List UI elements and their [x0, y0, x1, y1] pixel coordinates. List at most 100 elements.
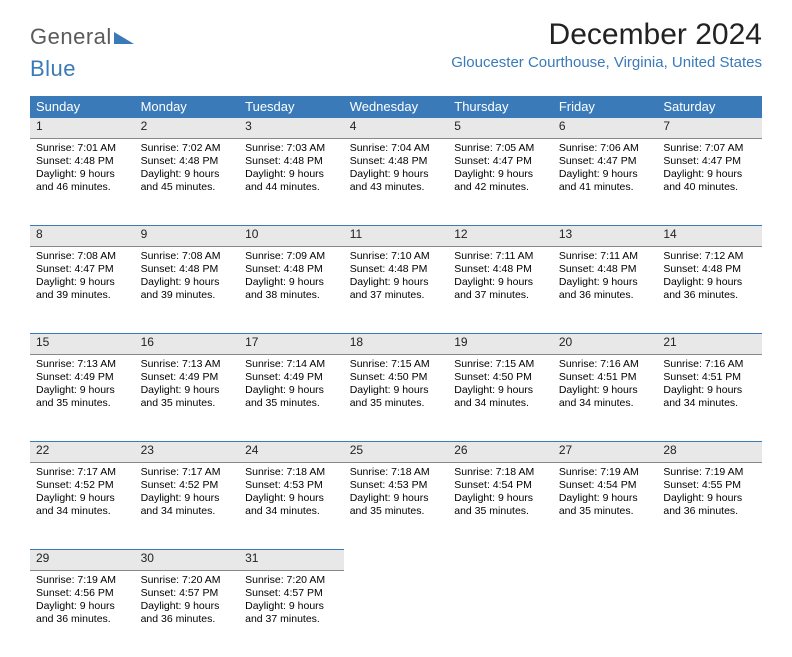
weekday-header: Wednesday: [344, 96, 449, 118]
sunrise-line: Sunrise: 7:11 AM: [559, 250, 652, 263]
sunrise-line: Sunrise: 7:18 AM: [454, 466, 547, 479]
sunset-line: Sunset: 4:48 PM: [350, 155, 443, 168]
day-cell: Sunrise: 7:09 AMSunset: 4:48 PMDaylight:…: [239, 247, 344, 334]
location-subtitle: Gloucester Courthouse, Virginia, United …: [451, 54, 762, 71]
daylight-line: Daylight: 9 hours and 34 minutes.: [245, 492, 338, 518]
daylight-line: Daylight: 9 hours and 35 minutes.: [245, 384, 338, 410]
sunrise-line: Sunrise: 7:15 AM: [350, 358, 443, 371]
day-number-cell: 19: [448, 334, 553, 355]
sunset-line: Sunset: 4:48 PM: [350, 263, 443, 276]
day-number-cell: 8: [30, 226, 135, 247]
day-number-cell: [344, 550, 449, 571]
day-cell: Sunrise: 7:11 AMSunset: 4:48 PMDaylight:…: [553, 247, 658, 334]
day-number-cell: [657, 550, 762, 571]
daylight-line: Daylight: 9 hours and 35 minutes.: [350, 384, 443, 410]
sunset-line: Sunset: 4:57 PM: [245, 587, 338, 600]
day-cell: Sunrise: 7:08 AMSunset: 4:48 PMDaylight:…: [135, 247, 240, 334]
day-number-cell: 1: [30, 118, 135, 139]
day-number-row: 293031: [30, 550, 762, 571]
day-number-cell: 4: [344, 118, 449, 139]
sunrise-line: Sunrise: 7:20 AM: [245, 574, 338, 587]
sunrise-line: Sunrise: 7:07 AM: [663, 142, 756, 155]
daylight-line: Daylight: 9 hours and 37 minutes.: [350, 276, 443, 302]
sunset-line: Sunset: 4:56 PM: [36, 587, 129, 600]
day-cell: [344, 571, 449, 657]
day-number-cell: 15: [30, 334, 135, 355]
day-number-cell: 18: [344, 334, 449, 355]
day-details: Sunrise: 7:01 AMSunset: 4:48 PMDaylight:…: [30, 139, 135, 201]
day-details: Sunrise: 7:07 AMSunset: 4:47 PMDaylight:…: [657, 139, 762, 201]
day-cell: Sunrise: 7:19 AMSunset: 4:55 PMDaylight:…: [657, 463, 762, 550]
day-content-row: Sunrise: 7:08 AMSunset: 4:47 PMDaylight:…: [30, 247, 762, 334]
day-number-row: 1234567: [30, 118, 762, 139]
daylight-line: Daylight: 9 hours and 36 minutes.: [36, 600, 129, 626]
day-content-row: Sunrise: 7:19 AMSunset: 4:56 PMDaylight:…: [30, 571, 762, 657]
day-number-cell: 14: [657, 226, 762, 247]
sunrise-line: Sunrise: 7:16 AM: [663, 358, 756, 371]
day-number-row: 15161718192021: [30, 334, 762, 355]
day-cell: [448, 571, 553, 657]
sunrise-line: Sunrise: 7:14 AM: [245, 358, 338, 371]
sunrise-line: Sunrise: 7:16 AM: [559, 358, 652, 371]
sunset-line: Sunset: 4:48 PM: [454, 263, 547, 276]
sunset-line: Sunset: 4:50 PM: [350, 371, 443, 384]
day-number-cell: 16: [135, 334, 240, 355]
day-content-row: Sunrise: 7:13 AMSunset: 4:49 PMDaylight:…: [30, 355, 762, 442]
daylight-line: Daylight: 9 hours and 34 minutes.: [559, 384, 652, 410]
sunset-line: Sunset: 4:55 PM: [663, 479, 756, 492]
day-cell: Sunrise: 7:10 AMSunset: 4:48 PMDaylight:…: [344, 247, 449, 334]
sunset-line: Sunset: 4:48 PM: [36, 155, 129, 168]
daylight-line: Daylight: 9 hours and 35 minutes.: [36, 384, 129, 410]
day-number-cell: [448, 550, 553, 571]
sunset-line: Sunset: 4:57 PM: [141, 587, 234, 600]
daylight-line: Daylight: 9 hours and 34 minutes.: [36, 492, 129, 518]
daylight-line: Daylight: 9 hours and 35 minutes.: [559, 492, 652, 518]
day-cell: Sunrise: 7:17 AMSunset: 4:52 PMDaylight:…: [30, 463, 135, 550]
day-details: Sunrise: 7:13 AMSunset: 4:49 PMDaylight:…: [30, 355, 135, 417]
day-number-cell: [553, 550, 658, 571]
daylight-line: Daylight: 9 hours and 37 minutes.: [245, 600, 338, 626]
day-cell: Sunrise: 7:15 AMSunset: 4:50 PMDaylight:…: [344, 355, 449, 442]
brand-general: General: [30, 24, 112, 49]
sunrise-line: Sunrise: 7:03 AM: [245, 142, 338, 155]
sunset-line: Sunset: 4:48 PM: [245, 263, 338, 276]
day-details: Sunrise: 7:09 AMSunset: 4:48 PMDaylight:…: [239, 247, 344, 309]
day-number-cell: 9: [135, 226, 240, 247]
sunrise-line: Sunrise: 7:06 AM: [559, 142, 652, 155]
day-number-cell: 12: [448, 226, 553, 247]
day-details: Sunrise: 7:20 AMSunset: 4:57 PMDaylight:…: [135, 571, 240, 633]
day-details: Sunrise: 7:11 AMSunset: 4:48 PMDaylight:…: [553, 247, 658, 309]
day-cell: Sunrise: 7:20 AMSunset: 4:57 PMDaylight:…: [135, 571, 240, 657]
sunrise-line: Sunrise: 7:17 AM: [36, 466, 129, 479]
daylight-line: Daylight: 9 hours and 44 minutes.: [245, 168, 338, 194]
day-cell: Sunrise: 7:05 AMSunset: 4:47 PMDaylight:…: [448, 139, 553, 226]
daylight-line: Daylight: 9 hours and 37 minutes.: [454, 276, 547, 302]
brand-blue: Blue: [30, 56, 76, 81]
brand-logo: General Blue: [30, 24, 134, 90]
daylight-line: Daylight: 9 hours and 42 minutes.: [454, 168, 547, 194]
sunrise-line: Sunrise: 7:19 AM: [36, 574, 129, 587]
day-details: Sunrise: 7:02 AMSunset: 4:48 PMDaylight:…: [135, 139, 240, 201]
sunset-line: Sunset: 4:53 PM: [350, 479, 443, 492]
day-number-row: 22232425262728: [30, 442, 762, 463]
sunrise-line: Sunrise: 7:08 AM: [141, 250, 234, 263]
day-number-cell: 2: [135, 118, 240, 139]
calendar-table: Sunday Monday Tuesday Wednesday Thursday…: [30, 96, 762, 657]
day-number-cell: 17: [239, 334, 344, 355]
sunrise-line: Sunrise: 7:01 AM: [36, 142, 129, 155]
sunset-line: Sunset: 4:48 PM: [559, 263, 652, 276]
daylight-line: Daylight: 9 hours and 34 minutes.: [663, 384, 756, 410]
day-details: Sunrise: 7:05 AMSunset: 4:47 PMDaylight:…: [448, 139, 553, 201]
sunrise-line: Sunrise: 7:10 AM: [350, 250, 443, 263]
daylight-line: Daylight: 9 hours and 39 minutes.: [141, 276, 234, 302]
day-number-cell: 28: [657, 442, 762, 463]
day-details: Sunrise: 7:04 AMSunset: 4:48 PMDaylight:…: [344, 139, 449, 201]
day-number-cell: 24: [239, 442, 344, 463]
header: General Blue December 2024 Gloucester Co…: [30, 18, 762, 90]
daylight-line: Daylight: 9 hours and 35 minutes.: [454, 492, 547, 518]
day-cell: Sunrise: 7:13 AMSunset: 4:49 PMDaylight:…: [30, 355, 135, 442]
sunrise-line: Sunrise: 7:15 AM: [454, 358, 547, 371]
daylight-line: Daylight: 9 hours and 46 minutes.: [36, 168, 129, 194]
day-number-cell: 25: [344, 442, 449, 463]
day-details: Sunrise: 7:17 AMSunset: 4:52 PMDaylight:…: [135, 463, 240, 525]
